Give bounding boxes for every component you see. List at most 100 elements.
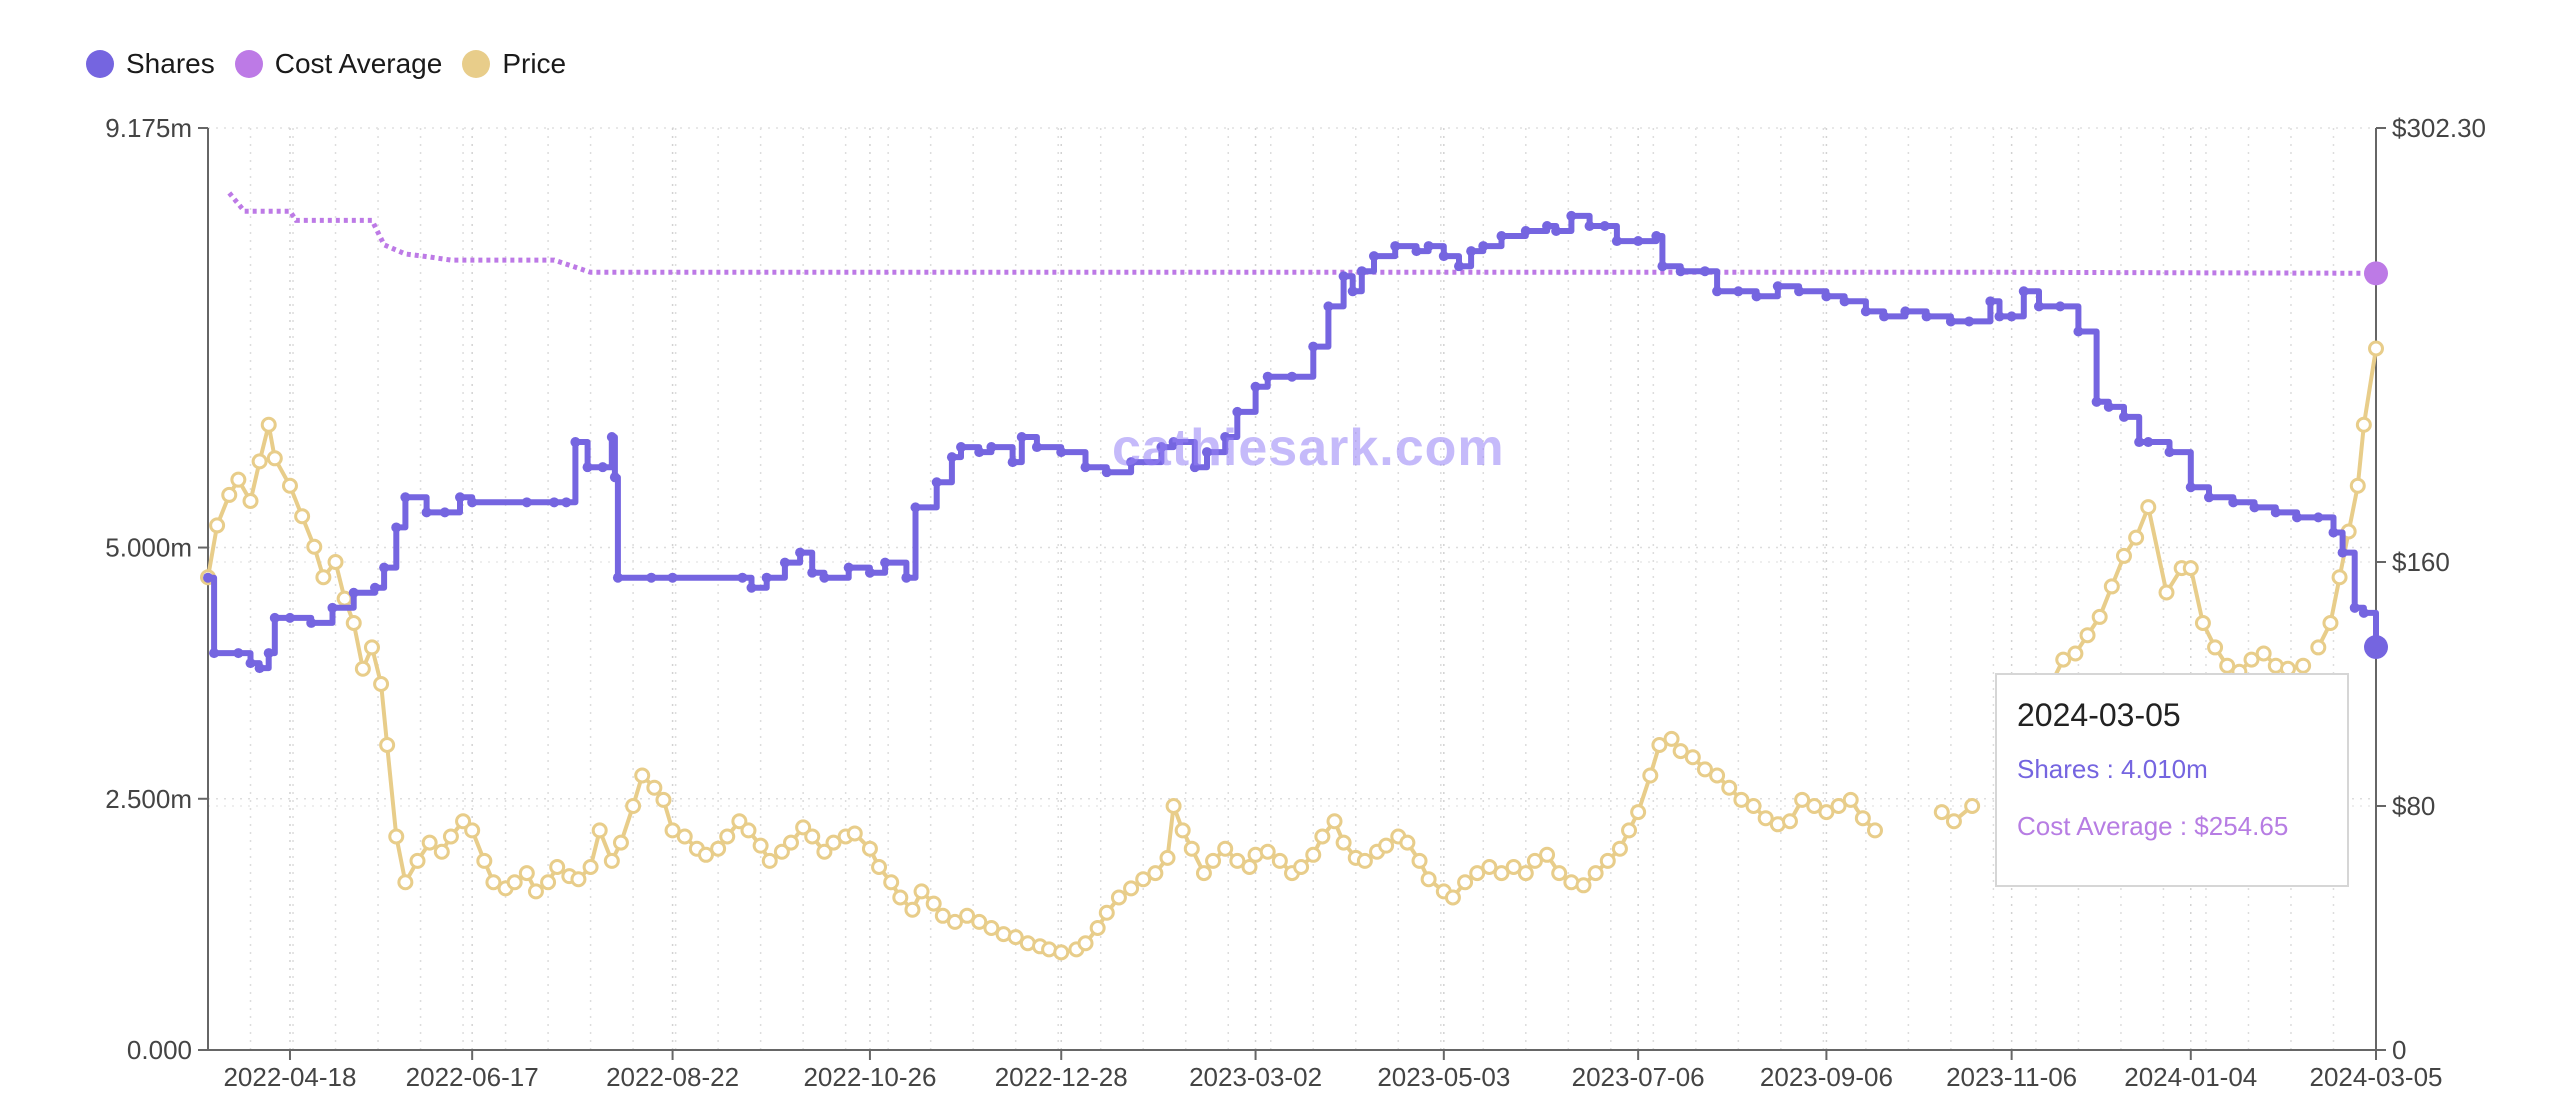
price-point — [1271, 852, 1288, 869]
shares-point — [521, 497, 532, 508]
price-point — [2158, 584, 2175, 601]
price-point — [925, 895, 942, 912]
x-tick-label: 2022-10-26 — [803, 1062, 936, 1092]
price-point — [752, 837, 769, 854]
legend-item-cost-average[interactable]: Cost Average — [234, 48, 442, 80]
shares-point — [263, 648, 274, 659]
shares-point — [2358, 607, 2369, 618]
x-tick-label: 2023-03-02 — [1189, 1062, 1322, 1092]
price-point — [761, 852, 778, 869]
price-point — [327, 554, 344, 571]
price-point — [697, 846, 714, 863]
shares-point — [1056, 447, 1067, 458]
shares-point — [391, 522, 402, 533]
price-point — [433, 843, 450, 860]
price-point — [846, 825, 863, 842]
shares-point — [1347, 286, 1358, 297]
y-right-tick-label: $80 — [2392, 791, 2435, 821]
shares-point — [746, 582, 757, 593]
price-point — [625, 798, 642, 815]
shares-point — [646, 572, 657, 583]
shares-point — [1411, 246, 1422, 257]
price-point — [306, 538, 323, 555]
price-point — [2219, 657, 2236, 674]
shares-point — [2073, 326, 2084, 337]
shares-point — [1751, 291, 1762, 302]
price-point — [363, 639, 380, 656]
price-point — [1217, 840, 1234, 857]
price-point — [2140, 499, 2157, 516]
price-point — [676, 828, 693, 845]
shares-point — [1921, 311, 1932, 322]
legend-label-price: Price — [502, 48, 567, 79]
price-point — [1866, 822, 1883, 839]
shares-point — [2055, 301, 2066, 312]
price-point — [1077, 935, 1094, 952]
shares-point — [1323, 301, 1334, 312]
shares-point — [203, 572, 213, 583]
shares-point — [1542, 220, 1553, 231]
price-point — [1378, 837, 1395, 854]
price-point — [946, 913, 963, 930]
shares-last-point[interactable] — [2364, 635, 2388, 660]
price-point — [1098, 904, 1115, 921]
price-point — [2310, 639, 2327, 656]
price-point — [634, 767, 651, 784]
shares-point — [1584, 220, 1595, 231]
shares-point — [1520, 226, 1531, 237]
shares-point — [1007, 457, 1018, 468]
shares-point — [1611, 236, 1622, 247]
shares-point — [2337, 547, 2348, 558]
tooltip-cost-average: Cost Average : $254.65 — [2017, 811, 2289, 841]
price-point — [464, 822, 481, 839]
price-point — [731, 813, 748, 830]
price-point — [1110, 889, 1127, 906]
shares-point — [931, 477, 942, 488]
price-point — [773, 843, 790, 860]
price-point — [1517, 865, 1534, 882]
shares-point — [1478, 241, 1489, 252]
price-point — [719, 828, 736, 845]
shares-point — [1675, 266, 1686, 277]
price-point — [1469, 865, 1486, 882]
shares-point — [348, 587, 359, 598]
shares-point — [910, 502, 921, 513]
price-point — [506, 874, 523, 891]
legend-item-shares[interactable]: Shares — [86, 48, 215, 80]
y-left-tick-label: 9.175m — [105, 113, 192, 143]
legend-item-price[interactable]: Price — [462, 48, 566, 80]
price-point — [1174, 822, 1191, 839]
price-point — [379, 737, 396, 754]
price-point — [2355, 416, 2372, 433]
price-point — [345, 615, 362, 632]
shares-point — [1356, 266, 1367, 277]
shares-point — [1496, 231, 1507, 242]
shares-point — [455, 492, 466, 503]
price-point — [934, 907, 951, 924]
price-point — [2128, 529, 2145, 546]
cost-average-last-point[interactable] — [2364, 261, 2388, 286]
shares-point — [1839, 296, 1850, 307]
shares-point — [1945, 316, 1956, 327]
price-point — [1842, 791, 1859, 808]
legend-marker-price — [462, 50, 491, 78]
price-point — [1733, 791, 1750, 808]
shares-point — [1733, 286, 1744, 297]
shares-point — [2349, 602, 2360, 613]
price-point — [782, 834, 799, 851]
shares-point — [1338, 271, 1349, 282]
price-point — [1721, 779, 1738, 796]
legend-label-shares: Shares — [126, 48, 215, 79]
price-point — [2368, 340, 2384, 357]
shares-point — [570, 437, 581, 448]
shares-point — [2185, 482, 2196, 493]
price-point — [904, 901, 921, 918]
shares-point — [1156, 442, 1167, 453]
price-point — [1818, 804, 1835, 821]
price-point — [1684, 749, 1701, 766]
price-point — [1539, 846, 1556, 863]
price-point — [825, 834, 842, 851]
price-point — [2295, 657, 2312, 674]
